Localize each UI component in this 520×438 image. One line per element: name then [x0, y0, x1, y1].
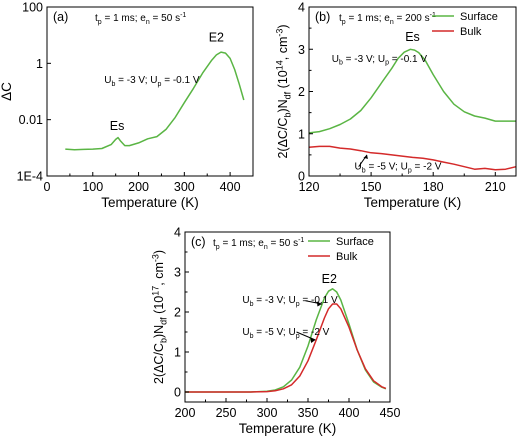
bias-annotation: Ub = -5 V; Up = -2 V [355, 162, 442, 175]
series-line-surface [308, 48, 516, 134]
peak-label: E2 [322, 272, 337, 286]
annotation-arrow [358, 154, 368, 167]
y-tick-label: 1E-4 [17, 170, 43, 184]
series-line-bulk [308, 145, 517, 171]
y-tick-label: 1 [298, 127, 305, 141]
y-axis-label: 2(ΔC/Cb)Ndf (1014, cm-3) [274, 24, 292, 158]
panel-label: (c) [191, 235, 206, 249]
peak-label: E2 [209, 30, 224, 44]
y-tick-label: 4 [298, 1, 305, 15]
annotation-arrow [296, 300, 323, 343]
y-tick-label: 2 [174, 306, 181, 320]
series-line-series-0 [65, 51, 245, 151]
y-tick-label: 0 [298, 170, 305, 184]
x-tick-label: 250 [216, 406, 237, 420]
x-tick-label: 450 [380, 406, 401, 420]
parameters-text: tp = 1 ms; en = 200 s-1 [339, 12, 436, 26]
y-tick-label: 0.01 [19, 113, 43, 127]
plot-frame [46, 6, 254, 177]
bias-annotation: Ub = -3 V; Up = -0.1 V [332, 54, 428, 67]
y-tick-label: 3 [298, 43, 305, 57]
x-tick-label: 400 [220, 180, 241, 194]
x-tick-label: 300 [257, 406, 278, 420]
y-tick-label: 0 [174, 386, 181, 400]
y-tick-label: 100 [22, 1, 43, 15]
parameters-text: tp = 1 ms; en = 50 s-1 [213, 237, 304, 251]
chart-panel-c: 200 250 300 350 400 450 0 1 2 3 4 Temperature (K) 2(… [150, 226, 400, 437]
panel-label: (b) [315, 10, 330, 24]
y-axis-label: 2(ΔC/Cb)Ndf (1017, cm-3) [150, 250, 168, 384]
x-axis-label: Temperature (K) [101, 195, 199, 210]
x-tick-label: 100 [82, 180, 103, 194]
y-tick-label: 4 [174, 226, 181, 240]
x-tick-label: 350 [298, 406, 319, 420]
x-axis-label: Temperature (K) [239, 421, 337, 436]
y-tick-label: 1 [174, 346, 181, 360]
legend-entry: Surface [336, 236, 374, 248]
y-tick-label: 2 [298, 85, 305, 99]
x-tick-label: 150 [361, 180, 382, 194]
peak-label: Es [405, 30, 420, 44]
x-tick-label: 0 [44, 180, 51, 194]
x-tick-label: 200 [175, 406, 196, 420]
y-tick-label: 3 [174, 266, 181, 280]
bias-annotation: Ub = -5 V; Up = -2 V [242, 327, 329, 340]
peak-label: Es [110, 119, 125, 133]
x-tick-label: 120 [299, 180, 320, 194]
bias-annotation: Ub = -3 V; Up = -0.1 V [242, 295, 338, 308]
y-axis-label: ΔC [0, 82, 14, 101]
legend-entry: Bulk [336, 251, 358, 263]
legend-entry: Bulk [460, 26, 482, 38]
x-tick-label: 400 [339, 406, 360, 420]
panel-label: (a) [53, 10, 68, 24]
chart-panel-b: 120 150 180 210 0 1 2 3 4 Temperature (K) 2(ΔC/Cb)… [274, 1, 517, 210]
y-tick-label: 1 [36, 57, 43, 71]
x-tick-label: 210 [485, 180, 506, 194]
x-axis-label: Temperature (K) [364, 195, 462, 210]
plot-frame [184, 231, 391, 403]
x-tick-label: 180 [423, 180, 444, 194]
x-tick-label: 300 [174, 180, 195, 194]
parameters-text: tp = 1 ms; en = 50 s-1 [95, 12, 186, 26]
series-line-bulk [185, 303, 387, 393]
legend-entry: Surface [460, 11, 498, 23]
x-tick-label: 200 [128, 180, 149, 194]
bias-annotation: Ub = -3 V; Up = -0.1 V [104, 75, 200, 88]
